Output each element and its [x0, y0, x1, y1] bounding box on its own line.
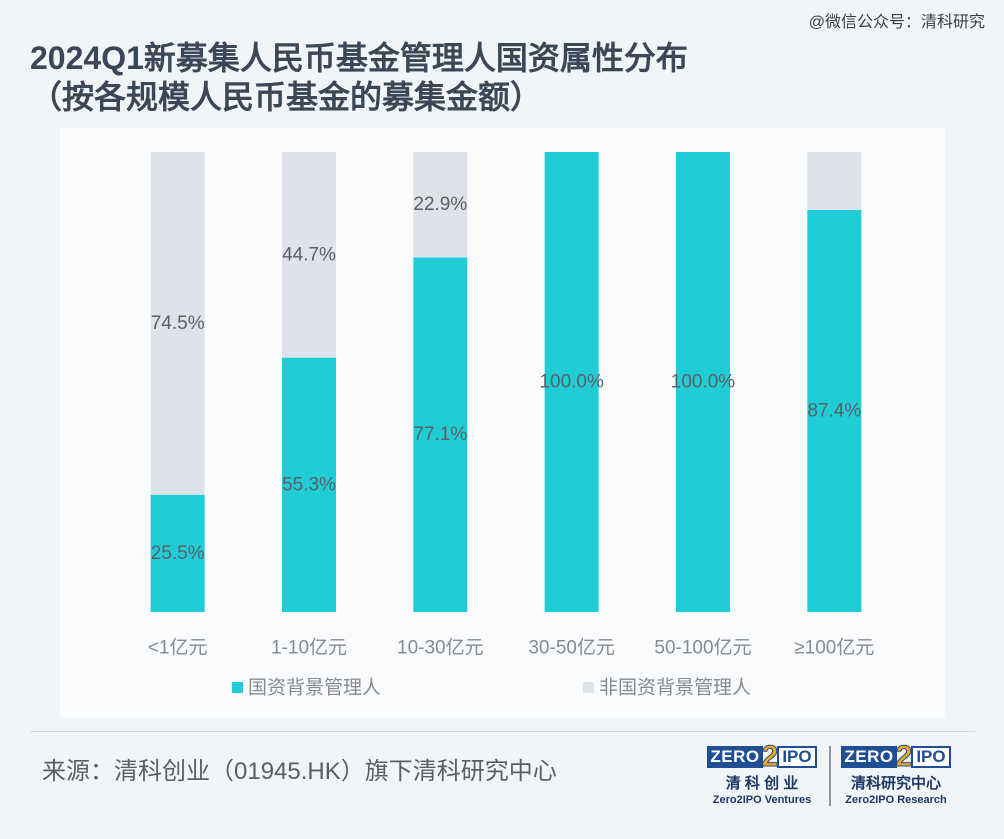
logo-name-en: Zero2IPO Ventures — [712, 794, 812, 806]
bar-segment-s1-c0 — [150, 152, 205, 495]
source-note: 来源：清科创业（01945.HK）旗下清科研究中心 — [42, 758, 557, 785]
watermark-text: @微信公众号：清科研究 — [808, 14, 985, 31]
data-label-s0-c5: 87.4% — [807, 400, 861, 421]
logo-zero2ipo-research: ZERO 2 IPO 清科研究中心 Zero2IPO Research — [840, 740, 952, 807]
logo-name-en: Zero2IPO Research — [845, 794, 947, 806]
logo-mark-two: 2 — [761, 740, 779, 773]
bar-segment-s0-c4 — [676, 152, 730, 612]
logo-mark-zero: ZERO — [707, 746, 763, 768]
logo-zero2ipo-ventures: ZERO 2 IPO 清 科 创 业 Zero2IPO Ventures — [706, 740, 818, 807]
x-tick-label-1: 1-10亿元 — [271, 637, 347, 659]
legend-swatch-1 — [583, 682, 594, 693]
logo-mark: ZERO 2 IPO — [840, 740, 952, 773]
logo-mark-ipo: IPO — [911, 746, 951, 768]
legend-swatch-0 — [232, 682, 243, 693]
legend-label-0: 国资背景管理人 — [248, 677, 381, 699]
stacked-bar-chart: 25.5% 74.5% <1亿元 55.3% 44.7% 1-10亿元 77.1% 22.9%… — [148, 152, 874, 699]
bar-segment-s1-c2 — [413, 152, 468, 258]
chart-subtitle: （按各规模人民币基金的募集金额） — [30, 79, 543, 115]
data-label-s0-c1: 55.3% — [282, 474, 336, 495]
data-label-s1-c0: 74.5% — [151, 313, 205, 334]
x-tick-label-3: 30-50亿元 — [528, 637, 615, 659]
data-label-s0-c3: 100.0% — [539, 372, 604, 393]
bar-segment-s0-c1 — [282, 357, 336, 612]
data-label-s1-c2: 22.9% — [413, 194, 467, 215]
logo-mark-two: 2 — [895, 740, 913, 773]
logo-divider — [829, 746, 831, 806]
x-tick-label-4: 50-100亿元 — [654, 637, 751, 659]
x-tick-label-2: 10-30亿元 — [397, 637, 484, 659]
chart-title: 2024Q1新募集人民币基金管理人国资属性分布 — [30, 40, 688, 76]
bar-segment-s0-c0 — [150, 494, 205, 612]
data-label-s1-c1: 44.7% — [282, 244, 336, 265]
data-label-s0-c0: 25.5% — [151, 543, 205, 564]
legend-label-1: 非国资背景管理人 — [599, 677, 751, 699]
data-label-s0-c4: 100.0% — [671, 372, 736, 393]
logo-mark-ipo: IPO — [777, 746, 817, 768]
bar-segment-s0-c5 — [807, 209, 862, 612]
x-tick-label-0: <1亿元 — [148, 637, 208, 659]
bar-segment-s0-c2 — [413, 257, 468, 612]
logo-name-cn: 清科研究中心 — [850, 775, 941, 792]
bar-segment-s0-c3 — [544, 152, 599, 612]
logo-mark-zero: ZERO — [841, 746, 897, 768]
bar-segment-s1-c1 — [282, 152, 336, 358]
logo-name-cn: 清 科 创 业 — [725, 775, 799, 792]
data-label-s0-c2: 77.1% — [413, 424, 467, 445]
chart-panel: 25.5% 74.5% <1亿元 55.3% 44.7% 1-10亿元 77.1% 22.9%… — [60, 128, 945, 718]
logo-mark: ZERO 2 IPO — [706, 740, 818, 773]
bar-segment-s1-c5 — [807, 152, 862, 210]
x-tick-label-5: ≥100亿元 — [794, 637, 874, 659]
footer-divider — [30, 731, 975, 732]
